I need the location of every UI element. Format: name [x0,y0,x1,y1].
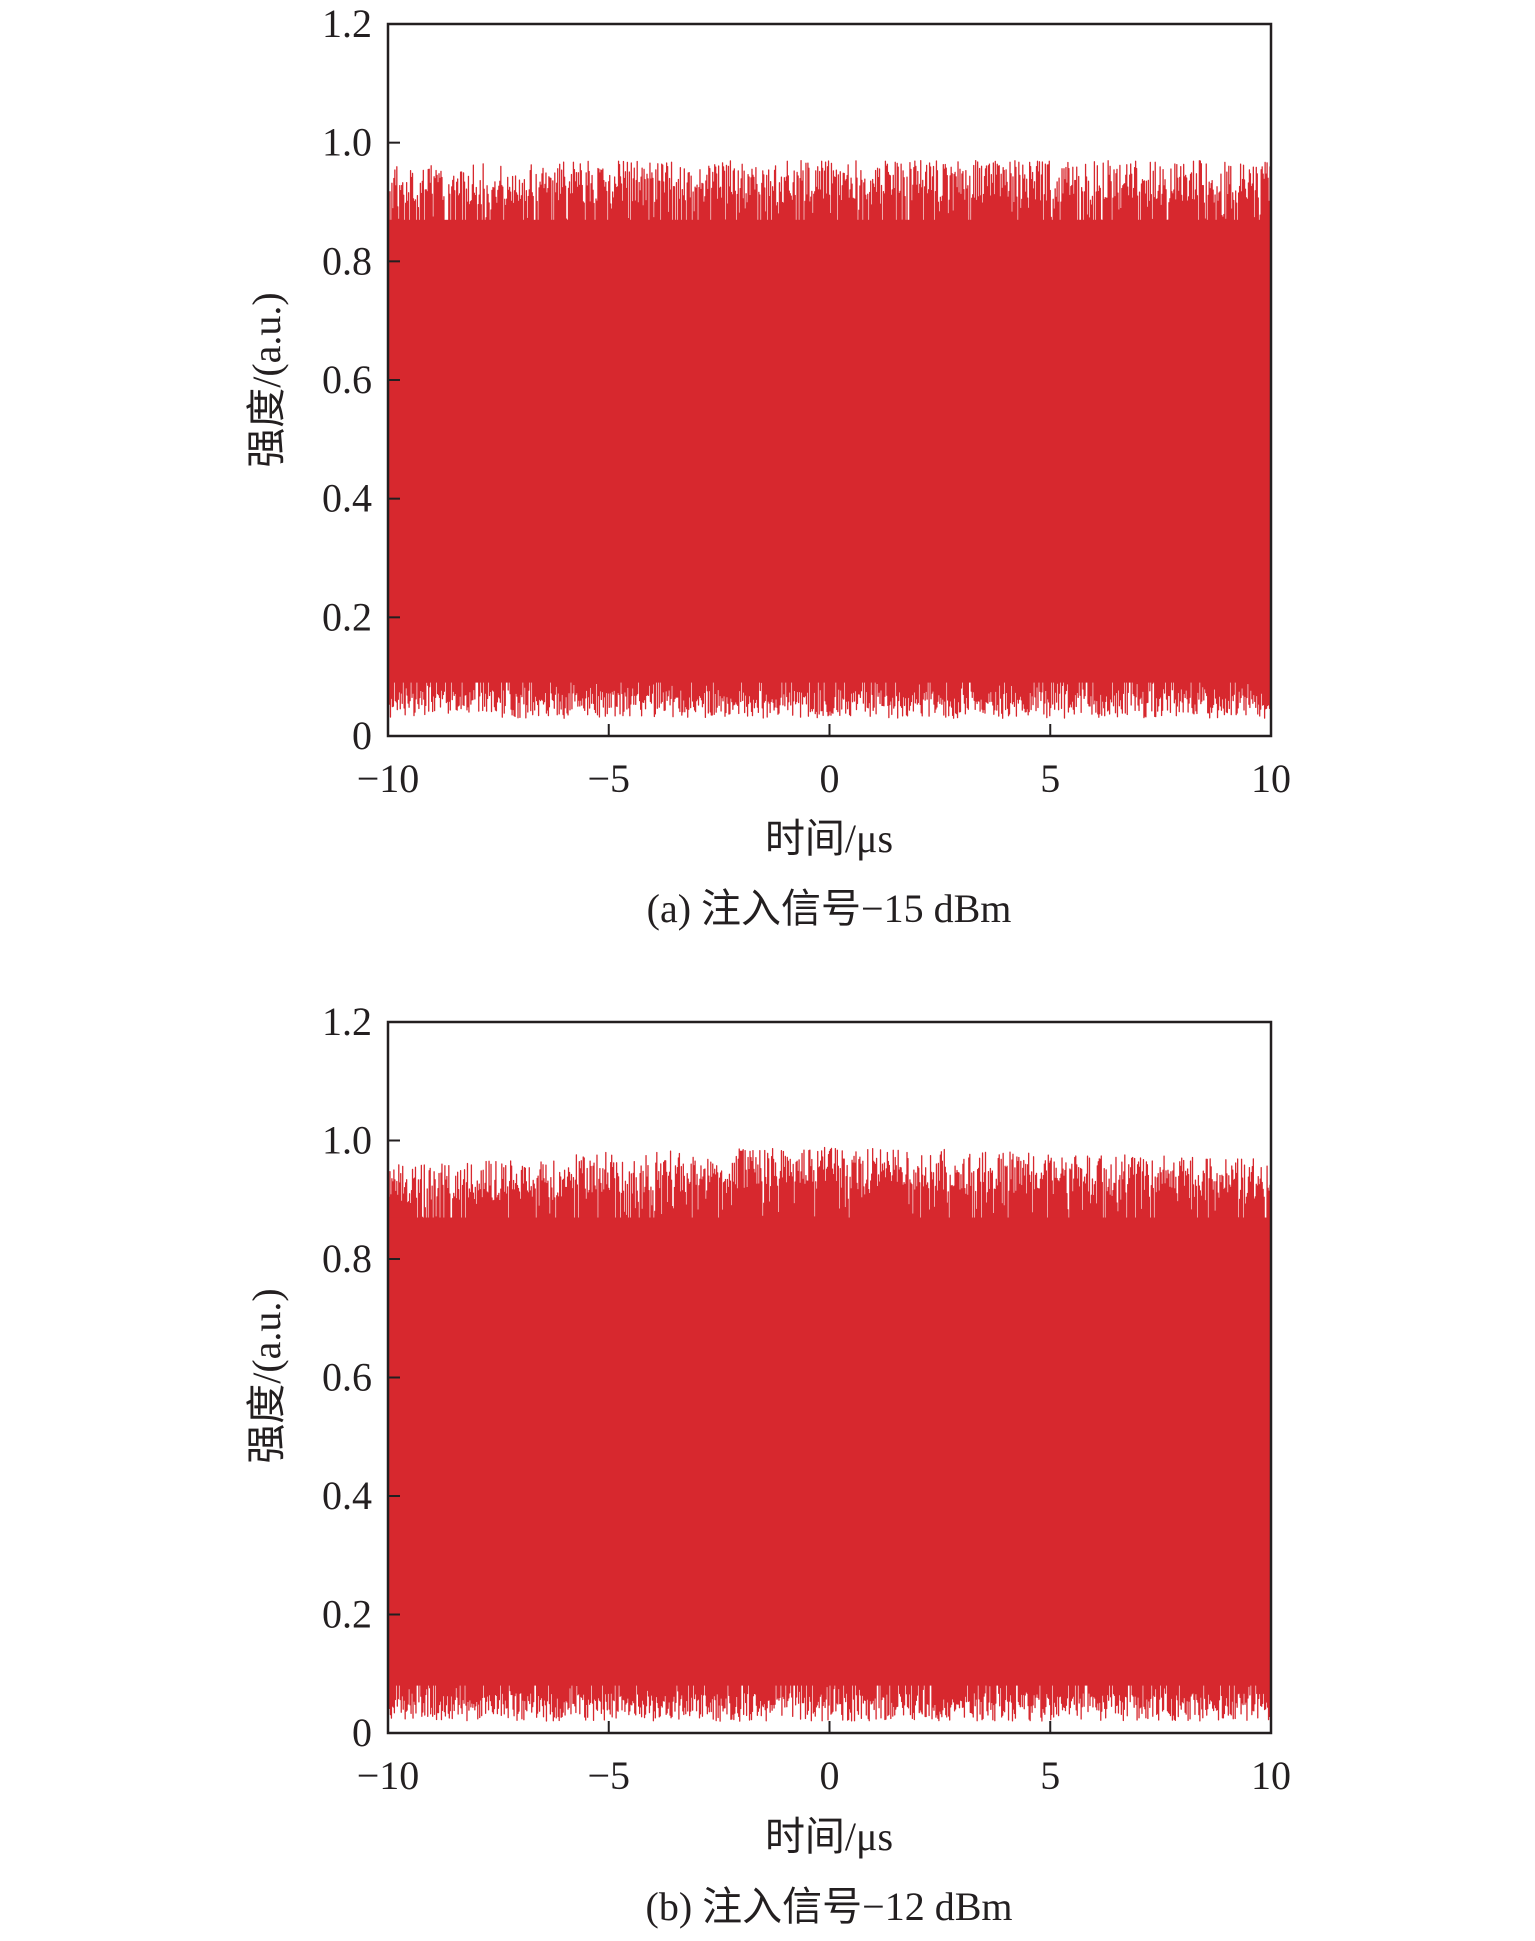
y-tick-label: 0 [352,713,372,758]
x-tick-label: 5 [1040,1753,1060,1798]
signal-core-band [388,1217,1271,1686]
y-tick-label: 0.4 [322,476,372,521]
x-tick-label: 0 [820,1753,840,1798]
y-tick-label: 0.8 [322,238,372,283]
x-tick-label: 0 [820,756,840,801]
y-tick-label: 0.8 [322,1236,372,1281]
y-tick-label: 1.0 [322,120,372,165]
ticks-a: −10 −5 0 5 10 0 0.2 0.4 0.6 0.8 1.0 1.2 [322,1,1291,801]
x-tick-label: −10 [357,1753,420,1798]
chart-panel-b: −10 −5 0 5 10 0 0.2 0.4 0.6 0.8 1.0 1.2 强度/(a.u.) 时… [244,999,1291,1929]
ticks-b: −10 −5 0 5 10 0 0.2 0.4 0.6 0.8 1.0 1.2 [322,999,1291,1798]
ylabel-a: 强度/(a.u.) [244,292,289,468]
y-tick-label: 1.2 [322,999,372,1044]
xlabel-b: 时间/μs [765,1814,893,1859]
x-tick-label: −10 [357,756,420,801]
signal-core-band [388,219,1271,683]
xlabel-a: 时间/μs [765,816,893,861]
x-tick-label: −5 [587,1753,630,1798]
caption-a: (a) 注入信号−15 dBm [647,886,1012,931]
x-tick-label: 10 [1251,756,1291,801]
y-tick-label: 0.4 [322,1473,372,1518]
y-tick-label: 0.6 [322,1355,372,1400]
y-tick-label: 1.2 [322,1,372,46]
chart-panel-a: −10 −5 0 5 10 0 0.2 0.4 0.6 0.8 1.0 1.2 强度/(a.u.) 时… [244,1,1291,931]
plot-area-a [387,159,1272,719]
caption-b: (b) 注入信号−12 dBm [646,1884,1013,1929]
y-tick-label: 1.0 [322,1118,372,1163]
y-tick-label: 0.6 [322,357,372,402]
y-tick-label: 0.2 [322,594,372,639]
x-tick-label: 5 [1040,756,1060,801]
x-tick-label: −5 [587,756,630,801]
y-tick-label: 0 [352,1710,372,1755]
y-tick-label: 0.2 [322,1592,372,1637]
plot-area-b [387,1146,1272,1722]
x-tick-label: 10 [1251,1753,1291,1798]
ylabel-b: 强度/(a.u.) [244,1288,289,1464]
signal-trace [387,1146,1272,1722]
